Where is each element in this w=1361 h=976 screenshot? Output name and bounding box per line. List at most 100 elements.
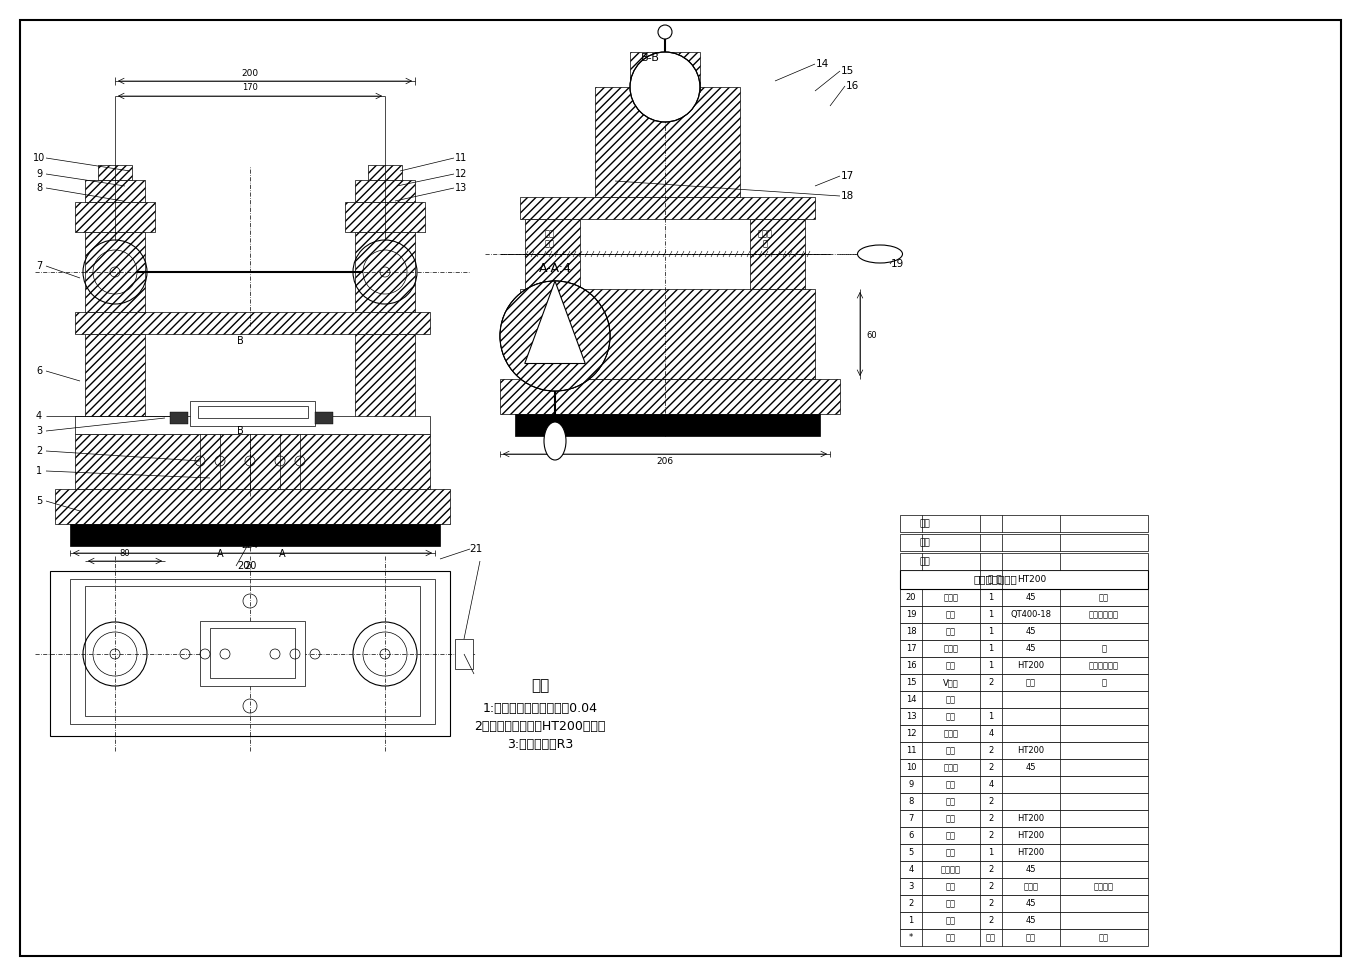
Text: 45: 45 [1026, 899, 1036, 908]
Text: 纹: 纹 [762, 239, 768, 249]
Text: 淬火: 淬火 [1098, 593, 1109, 602]
Bar [900, 725, 1147, 742]
Circle shape [499, 281, 610, 391]
Text: V形块: V形块 [943, 678, 960, 687]
Text: HT200: HT200 [1018, 575, 1047, 584]
Text: 4: 4 [35, 411, 42, 421]
Text: 2: 2 [988, 899, 994, 908]
Text: 2：不重要零件均用HT200铸造。: 2：不重要零件均用HT200铸造。 [475, 719, 606, 733]
Text: 螺纹盖: 螺纹盖 [943, 763, 958, 772]
Text: 18: 18 [840, 191, 853, 201]
Text: 1: 1 [988, 610, 994, 619]
Text: 底座: 底座 [946, 848, 955, 857]
Bar [314, 412, 333, 424]
Bar [900, 742, 1147, 759]
Text: 3: 3 [35, 426, 42, 436]
Text: 6: 6 [908, 831, 913, 840]
Text: 19: 19 [906, 610, 916, 619]
Text: 备注: 备注 [1098, 933, 1109, 942]
Text: 定位块: 定位块 [943, 644, 958, 653]
Bar [595, 87, 740, 197]
Text: 9: 9 [908, 780, 913, 789]
Text: 170: 170 [242, 84, 259, 93]
Bar [54, 489, 450, 524]
Bar [900, 691, 1147, 708]
Text: 5: 5 [908, 848, 913, 857]
Text: 16: 16 [845, 81, 859, 91]
Bar [367, 165, 401, 180]
Text: 8: 8 [35, 183, 42, 193]
Text: 45: 45 [1026, 763, 1036, 772]
Text: 11: 11 [906, 746, 916, 755]
Bar [75, 202, 155, 232]
Text: 材料: 材料 [1026, 933, 1036, 942]
Text: 7: 7 [35, 261, 42, 271]
Text: HT200: HT200 [1018, 831, 1044, 840]
Bar [900, 759, 1147, 776]
Text: 审核: 审核 [920, 519, 931, 528]
Ellipse shape [544, 422, 566, 460]
Bar [900, 589, 1147, 606]
Text: 224: 224 [241, 541, 259, 549]
Text: 大头螺栓: 大头螺栓 [940, 865, 961, 874]
Text: 4: 4 [908, 865, 913, 874]
Bar [900, 606, 1147, 623]
Text: QT400-18: QT400-18 [1010, 610, 1052, 619]
Text: 数量: 数量 [985, 933, 996, 942]
Bar [499, 379, 840, 414]
Text: HT200: HT200 [1018, 661, 1044, 670]
Bar [75, 416, 430, 434]
Text: 2: 2 [988, 882, 994, 891]
Text: 20: 20 [237, 561, 249, 571]
Text: B: B [237, 336, 244, 346]
Bar [900, 674, 1147, 691]
Bar [900, 844, 1147, 861]
Text: A-A:4: A-A:4 [539, 263, 572, 275]
Bar [69, 524, 440, 546]
Text: 1: 1 [988, 661, 994, 670]
Text: 45: 45 [1026, 644, 1036, 653]
Text: 工件: 工件 [946, 695, 955, 704]
Bar [900, 708, 1147, 725]
Text: 镗套: 镗套 [946, 797, 955, 806]
Text: 2: 2 [988, 797, 994, 806]
Text: A: A [284, 529, 291, 539]
Text: B: B [237, 426, 244, 436]
Text: 2: 2 [908, 899, 913, 908]
Bar [900, 640, 1147, 657]
Text: 注释: 注释 [531, 678, 548, 694]
Text: 206: 206 [656, 458, 674, 467]
Text: 200: 200 [241, 68, 259, 77]
Bar [84, 232, 146, 312]
Text: 3: 3 [908, 882, 913, 891]
Text: 螺纹: 螺纹 [544, 239, 555, 249]
Text: 45: 45 [1026, 593, 1036, 602]
Bar [344, 202, 425, 232]
Text: 左旋螺: 左旋螺 [758, 229, 773, 238]
Bar [84, 180, 146, 202]
Text: 制图: 制图 [920, 557, 931, 566]
Text: 80: 80 [120, 549, 131, 557]
Text: 螺杆: 螺杆 [946, 899, 955, 908]
Bar [900, 895, 1147, 912]
Text: 外套: 外套 [946, 746, 955, 755]
Text: 19: 19 [890, 259, 904, 269]
Text: 20: 20 [244, 561, 256, 571]
Bar [520, 289, 815, 379]
Text: 2: 2 [988, 831, 994, 840]
Bar [900, 861, 1147, 878]
Text: 12: 12 [455, 169, 467, 179]
Text: 右旋: 右旋 [544, 229, 555, 238]
Bar [84, 334, 146, 434]
Text: 14: 14 [815, 59, 829, 69]
Text: 2: 2 [988, 814, 994, 823]
Bar [750, 219, 804, 289]
Bar [900, 793, 1147, 810]
Text: 弹簧钢: 弹簧钢 [1023, 882, 1038, 891]
Text: 局部高频淬火: 局部高频淬火 [1089, 661, 1119, 670]
Text: 螺杆: 螺杆 [946, 627, 955, 636]
Text: 45: 45 [1026, 865, 1036, 874]
Text: 材 料: 材 料 [988, 575, 1002, 584]
Text: 底板: 底板 [946, 661, 955, 670]
Text: 4: 4 [988, 780, 994, 789]
